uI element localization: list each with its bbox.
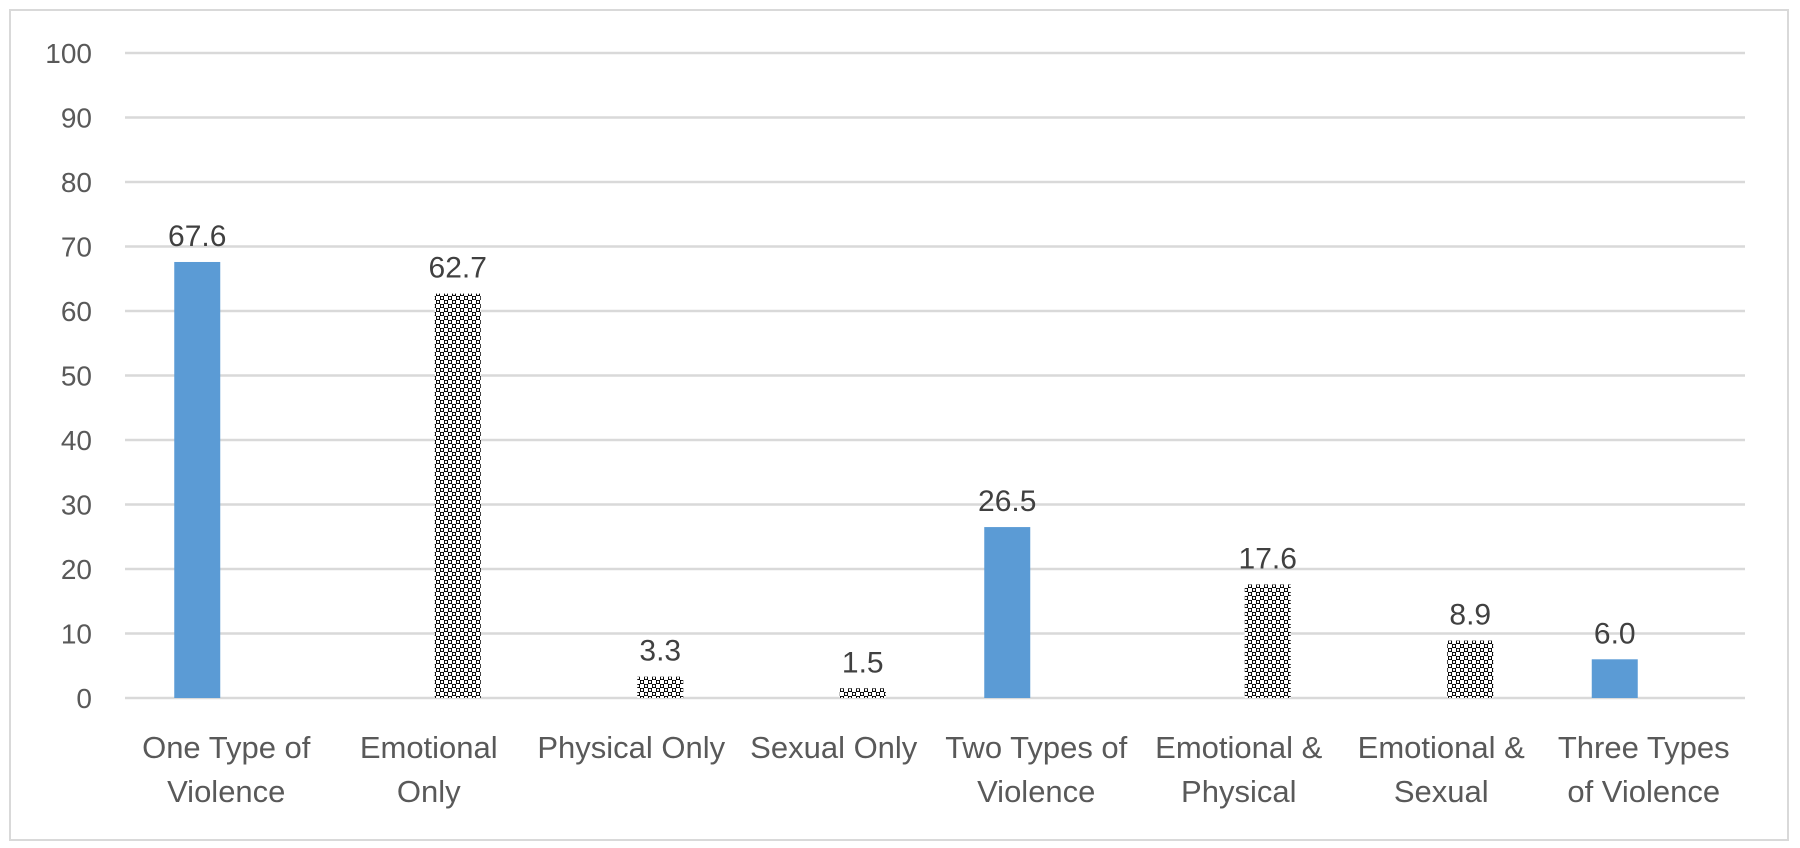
data-labels: 67.6 62.7 3.3 1.5 26.5 17.6 8.9 6.0 [168, 220, 1636, 679]
x-category-label: Physical Only [537, 730, 725, 765]
bar [1244, 584, 1291, 698]
x-category-label: One Type of Violence [142, 730, 311, 809]
y-tick-label: 60 [61, 296, 92, 327]
bar [637, 676, 684, 698]
data-label: 67.6 [168, 220, 226, 253]
bar [434, 293, 481, 698]
y-tick-label: 80 [61, 167, 92, 198]
data-label: 62.7 [429, 252, 487, 285]
x-category-label: Sexual Only [750, 730, 918, 765]
data-label: 8.9 [1449, 599, 1491, 632]
y-axis-tick-labels: 0 10 20 30 40 50 60 70 80 90 100 [45, 38, 92, 714]
y-tick-label: 0 [76, 683, 92, 714]
data-label: 1.5 [842, 646, 884, 679]
bar [1447, 640, 1494, 698]
data-label: 3.3 [639, 635, 681, 668]
y-tick-label: 90 [61, 103, 92, 134]
x-category-label: Emotional & Sexual [1358, 730, 1525, 809]
gridlines [125, 51, 1745, 700]
bar [984, 527, 1031, 698]
category-labels: One Type of Violence Emotional Only Physical… [142, 730, 1730, 809]
y-tick-label: 100 [45, 38, 92, 69]
y-tick-label: 20 [61, 554, 92, 585]
x-category-label: Two Types of Violence [945, 730, 1127, 809]
data-label: 6.0 [1594, 617, 1636, 650]
x-category-label: Three Types of Violence [1558, 730, 1730, 809]
bar [174, 261, 221, 698]
bar [1591, 659, 1638, 698]
y-tick-label: 10 [61, 619, 92, 650]
data-label: 26.5 [978, 485, 1036, 518]
y-tick-label: 50 [61, 361, 92, 392]
y-tick-label: 70 [61, 232, 92, 263]
x-category-label: Emotional Only [360, 730, 498, 809]
chart-frame [9, 9, 1789, 841]
bars [174, 261, 1638, 698]
data-label: 17.6 [1239, 542, 1297, 575]
y-tick-label: 30 [61, 490, 92, 521]
y-tick-label: 40 [61, 425, 92, 456]
x-category-label: Emotional & Physical [1155, 730, 1322, 809]
bar [839, 688, 886, 698]
